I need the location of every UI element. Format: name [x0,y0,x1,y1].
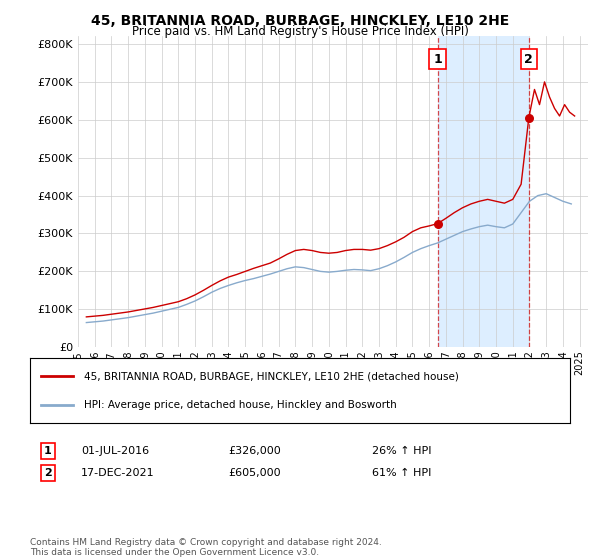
Text: 61% ↑ HPI: 61% ↑ HPI [372,468,431,478]
Text: £326,000: £326,000 [228,446,281,456]
Text: 1: 1 [44,446,52,456]
Text: 2: 2 [524,53,533,66]
Text: £605,000: £605,000 [228,468,281,478]
Bar [437,36,529,347]
Text: HPI: Average price, detached house, Hinckley and Bosworth: HPI: Average price, detached house, Hinc… [84,400,397,410]
Text: 1: 1 [433,53,442,66]
Text: 2: 2 [44,468,52,478]
Text: 17-DEC-2021: 17-DEC-2021 [81,468,155,478]
Text: 45, BRITANNIA ROAD, BURBAGE, HINCKLEY, LE10 2HE (detached house): 45, BRITANNIA ROAD, BURBAGE, HINCKLEY, L… [84,371,459,381]
Text: 45, BRITANNIA ROAD, BURBAGE, HINCKLEY, LE10 2HE: 45, BRITANNIA ROAD, BURBAGE, HINCKLEY, L… [91,14,509,28]
Text: 01-JUL-2016: 01-JUL-2016 [81,446,149,456]
Text: Contains HM Land Registry data © Crown copyright and database right 2024.
This d: Contains HM Land Registry data © Crown c… [30,538,382,557]
Text: Price paid vs. HM Land Registry's House Price Index (HPI): Price paid vs. HM Land Registry's House … [131,25,469,38]
Text: 26% ↑ HPI: 26% ↑ HPI [372,446,431,456]
Point [433,219,442,228]
Point [524,114,533,123]
